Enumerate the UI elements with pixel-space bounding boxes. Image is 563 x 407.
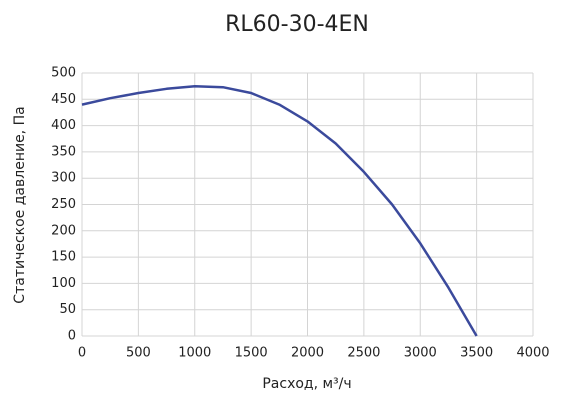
y-tick-label: 250 [51,197,76,212]
y-axis-title: Статическое давление, Па [12,106,28,303]
x-tick-label: 500 [126,346,151,361]
y-tick-label: 0 [68,329,76,344]
y-tick-label: 350 [51,144,76,159]
x-tick-label: 2500 [347,346,380,361]
y-tick-label: 100 [51,276,76,291]
y-tick-label: 200 [51,223,76,238]
chart-title: RL60-30-4EN [225,12,369,37]
y-tick-label: 150 [51,250,76,265]
x-tick-label: 1500 [235,346,268,361]
x-axis-title: Расход, м³/ч [262,376,351,392]
y-tick-label: 400 [51,118,76,133]
y-tick-label: 50 [59,302,76,317]
x-tick-label: 1000 [178,346,211,361]
data-line [81,84,478,337]
y-tick-label: 450 [51,92,76,107]
y-tick-label: 300 [51,171,76,186]
x-tick-label: 2000 [291,346,324,361]
x-tick-label: 3000 [404,346,437,361]
x-tick-label: 4000 [516,346,549,361]
x-tick-label: 3500 [460,346,493,361]
y-tick-label: 500 [51,66,76,81]
x-tick-label: 0 [78,346,86,361]
